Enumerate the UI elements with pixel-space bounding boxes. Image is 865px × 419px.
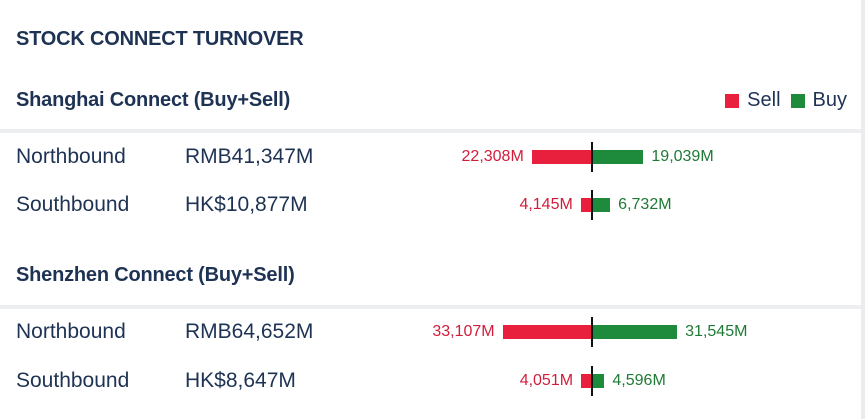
legend: Sell Buy <box>725 89 847 112</box>
sell-value-label: 4,051M <box>519 372 574 389</box>
legend-label-buy: Buy <box>812 89 847 111</box>
section-heading-shenzhen: Shenzhen Connect (Buy+Sell) <box>16 264 295 286</box>
section-heading-shanghai: Shanghai Connect (Buy+Sell) <box>16 89 291 111</box>
center-axis <box>591 190 593 220</box>
turnover-row-shanghai-southbound: Southbound HK$10,877M 4,145M 6,732M <box>0 190 861 220</box>
legend-item-sell: Sell <box>725 89 781 112</box>
panel-edge <box>861 0 865 419</box>
center-axis <box>591 317 593 347</box>
buy-bar <box>592 150 644 164</box>
direction-label: Southbound <box>16 369 130 392</box>
total-turnover: RMB64,652M <box>185 320 314 343</box>
buy-bar <box>592 325 678 339</box>
turnover-row-shanghai-northbound: Northbound RMB41,347M 22,308M 19,039M <box>0 142 861 172</box>
total-turnover: RMB41,347M <box>185 145 314 168</box>
turnover-row-shenzhen-southbound: Southbound HK$8,647M 4,051M 4,596M <box>0 366 861 396</box>
buy-bar <box>592 198 611 212</box>
sell-bar <box>581 374 592 388</box>
divider <box>0 129 861 133</box>
legend-swatch-buy <box>790 93 805 108</box>
buy-value-label: 31,545M <box>685 323 748 340</box>
direction-label: Southbound <box>16 193 130 216</box>
divider <box>0 305 861 309</box>
sell-value-label: 4,145M <box>519 196 573 213</box>
legend-label-sell: Sell <box>747 89 781 111</box>
buy-bar <box>592 374 605 388</box>
direction-label: Northbound <box>16 145 126 168</box>
center-axis <box>591 366 593 396</box>
buy-value-label: 6,732M <box>618 196 672 213</box>
page-title: STOCK CONNECT TURNOVER <box>16 28 304 50</box>
total-turnover: HK$10,877M <box>185 193 308 216</box>
total-turnover: HK$8,647M <box>185 369 296 392</box>
legend-swatch-sell <box>725 93 740 108</box>
center-axis <box>591 142 593 172</box>
sell-value-label: 33,107M <box>432 323 495 340</box>
sell-bar <box>531 150 592 164</box>
turnover-row-shenzhen-northbound: Northbound RMB64,652M 33,107M 31,545M <box>0 317 861 347</box>
buy-value-label: 4,596M <box>612 372 666 389</box>
sell-value-label: 22,308M <box>461 148 524 165</box>
sell-bar <box>502 325 592 339</box>
buy-value-label: 19,039M <box>651 148 714 165</box>
direction-label: Northbound <box>16 320 126 343</box>
legend-item-buy: Buy <box>790 89 847 112</box>
sell-bar <box>580 198 592 212</box>
